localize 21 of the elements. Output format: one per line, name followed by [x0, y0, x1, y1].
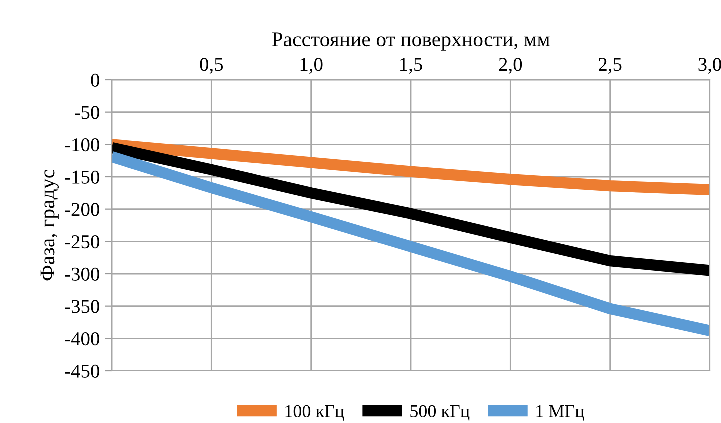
legend-label: 1 МГц [536, 405, 584, 421]
y-tick-label: -200 [65, 203, 100, 216]
x-tick-label: 1,5 [400, 58, 422, 74]
y-axis-title: Фаза, градус [40, 170, 59, 281]
x-axis-title: Расстояние от поверхности, мм [272, 32, 550, 51]
x-tick-label: 0,5 [200, 58, 224, 74]
y-tick-label: -100 [65, 138, 100, 152]
y-tick-label: -400 [65, 332, 100, 346]
y-tick-label: -250 [65, 235, 100, 249]
legend-label: 100 кГц [286, 405, 344, 421]
y-tick-label: -300 [65, 268, 100, 281]
y-tick-label: -50 [75, 106, 100, 120]
y-tick-label: -450 [65, 364, 100, 378]
y-tick-label: -350 [65, 300, 100, 314]
x-tick-label: 2,0 [499, 58, 522, 74]
x-tick-label: 3,0 [698, 58, 721, 74]
y-tick-label: 0 [91, 74, 100, 87]
x-tick-label: 1,0 [300, 58, 323, 74]
x-tick-label: 2,5 [599, 58, 622, 74]
y-tick-label: -150 [65, 170, 100, 184]
legend-label: 500 кГц [410, 405, 470, 421]
